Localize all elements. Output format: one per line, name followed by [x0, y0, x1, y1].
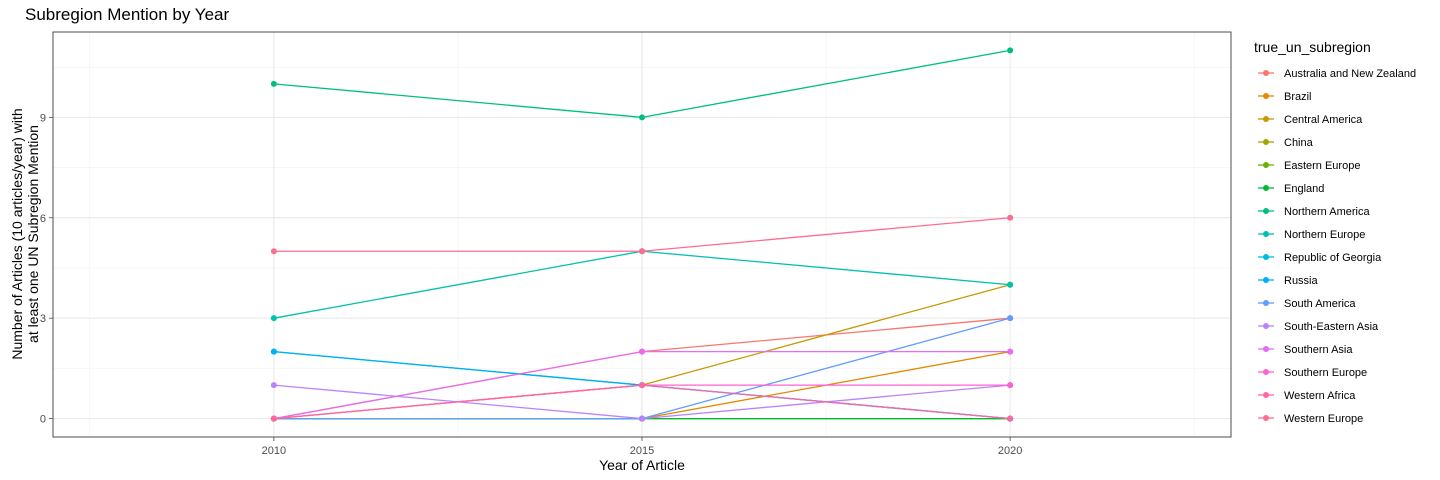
legend-label: Western Europe	[1284, 413, 1363, 425]
series	[270, 382, 1014, 422]
plot-area: 0 3 6 9 2010 2015 2020	[40, 31, 1232, 457]
legend-item: South-Eastern Asia	[1258, 321, 1379, 333]
data-point	[270, 382, 277, 389]
legend-item: Eastern Europe	[1258, 160, 1360, 172]
legend-item: Western Europe	[1258, 413, 1363, 425]
legend-item: Southern Europe	[1258, 367, 1367, 379]
legend-key-point	[1263, 277, 1269, 283]
legend-key-point	[1263, 415, 1269, 421]
data-point	[1007, 382, 1014, 389]
y-axis-title-line-2: at least one UN Subregion Mention	[25, 125, 41, 343]
legend: true_un_subregion Australia and New Zeal…	[1254, 39, 1416, 425]
legend-label: South-Eastern Asia	[1284, 321, 1379, 333]
x-axis-title: Year of Article	[599, 457, 685, 473]
legend-item: Central America	[1258, 114, 1363, 126]
legend-label: Southern Europe	[1284, 367, 1367, 379]
legend-label: China	[1284, 137, 1314, 149]
legend-label: Eastern Europe	[1284, 160, 1360, 172]
data-point	[1007, 348, 1014, 355]
data-point	[270, 248, 277, 255]
x-tick-label: 2015	[630, 445, 654, 457]
legend-key-point	[1263, 392, 1269, 398]
legend-key-point	[1263, 208, 1269, 214]
data-point	[639, 348, 645, 355]
x-tick-label: 2020	[998, 445, 1022, 457]
legend-item: Western Africa	[1258, 390, 1356, 402]
data-point	[639, 248, 645, 255]
data-point	[270, 315, 277, 322]
data-point	[1007, 214, 1014, 221]
legend-label: Republic of Georgia	[1284, 252, 1382, 264]
legend-item: Southern Asia	[1258, 344, 1353, 356]
legend-item: England	[1258, 183, 1324, 195]
legend-label: Central America	[1284, 114, 1363, 126]
legend-key-point	[1263, 369, 1269, 375]
legend-label: Northern America	[1284, 206, 1370, 218]
data-point	[1007, 47, 1014, 54]
data-point	[270, 348, 277, 355]
legend-label: Northern Europe	[1284, 229, 1365, 241]
legend-key-point	[1263, 254, 1269, 260]
legend-label: South America	[1284, 298, 1356, 310]
data-point	[270, 415, 277, 422]
legend-key-point	[1263, 139, 1269, 145]
legend-key-point	[1263, 323, 1269, 329]
legend-item: Northern America	[1258, 206, 1370, 218]
series	[270, 47, 1014, 121]
legend-item: Republic of Georgia	[1258, 252, 1382, 264]
legend-key-point	[1263, 116, 1269, 122]
legend-item: China	[1258, 137, 1314, 149]
legend-key-point	[1263, 70, 1269, 76]
legend-label: Australia and New Zealand	[1284, 68, 1416, 80]
legend-item: Northern Europe	[1258, 229, 1365, 241]
y-tick-label: 6	[40, 213, 46, 225]
y-axis-title-line-1: Number of Articles (10 articles/year) wi…	[9, 108, 25, 359]
data-point	[639, 114, 645, 121]
legend-label: Brazil	[1284, 91, 1312, 103]
legend-label: Southern Asia	[1284, 344, 1353, 356]
panel-border	[52, 31, 1232, 438]
data-point	[270, 80, 277, 87]
legend-key-point	[1263, 300, 1269, 306]
legend-label: England	[1284, 183, 1324, 195]
y-tick-label: 9	[40, 112, 46, 124]
data-point	[1007, 415, 1014, 422]
legend-key-point	[1263, 185, 1269, 191]
x-tick-label: 2010	[262, 445, 286, 457]
data-point	[639, 415, 645, 422]
y-tick-label: 3	[40, 313, 46, 325]
y-axis-title: Number of Articles (10 articles/year) wi…	[9, 108, 41, 359]
data-point	[1007, 281, 1014, 288]
legend-item: South America	[1258, 298, 1356, 310]
data-point	[1007, 315, 1014, 322]
legend-key-point	[1263, 93, 1269, 99]
legend-item: Russia	[1258, 275, 1319, 287]
legend-item: Brazil	[1258, 91, 1312, 103]
legend-key-point	[1263, 346, 1269, 352]
legend-key-point	[1263, 162, 1269, 168]
data-point	[639, 382, 645, 389]
legend-item: Australia and New Zealand	[1258, 68, 1416, 80]
legend-label: Russia	[1284, 275, 1319, 287]
legend-label: Western Africa	[1284, 390, 1356, 402]
y-tick-label: 0	[40, 414, 46, 426]
chart-title: Subregion Mention by Year	[25, 5, 229, 24]
legend-title: true_un_subregion	[1254, 39, 1371, 55]
legend-key-point	[1263, 231, 1269, 237]
series	[270, 214, 1014, 255]
